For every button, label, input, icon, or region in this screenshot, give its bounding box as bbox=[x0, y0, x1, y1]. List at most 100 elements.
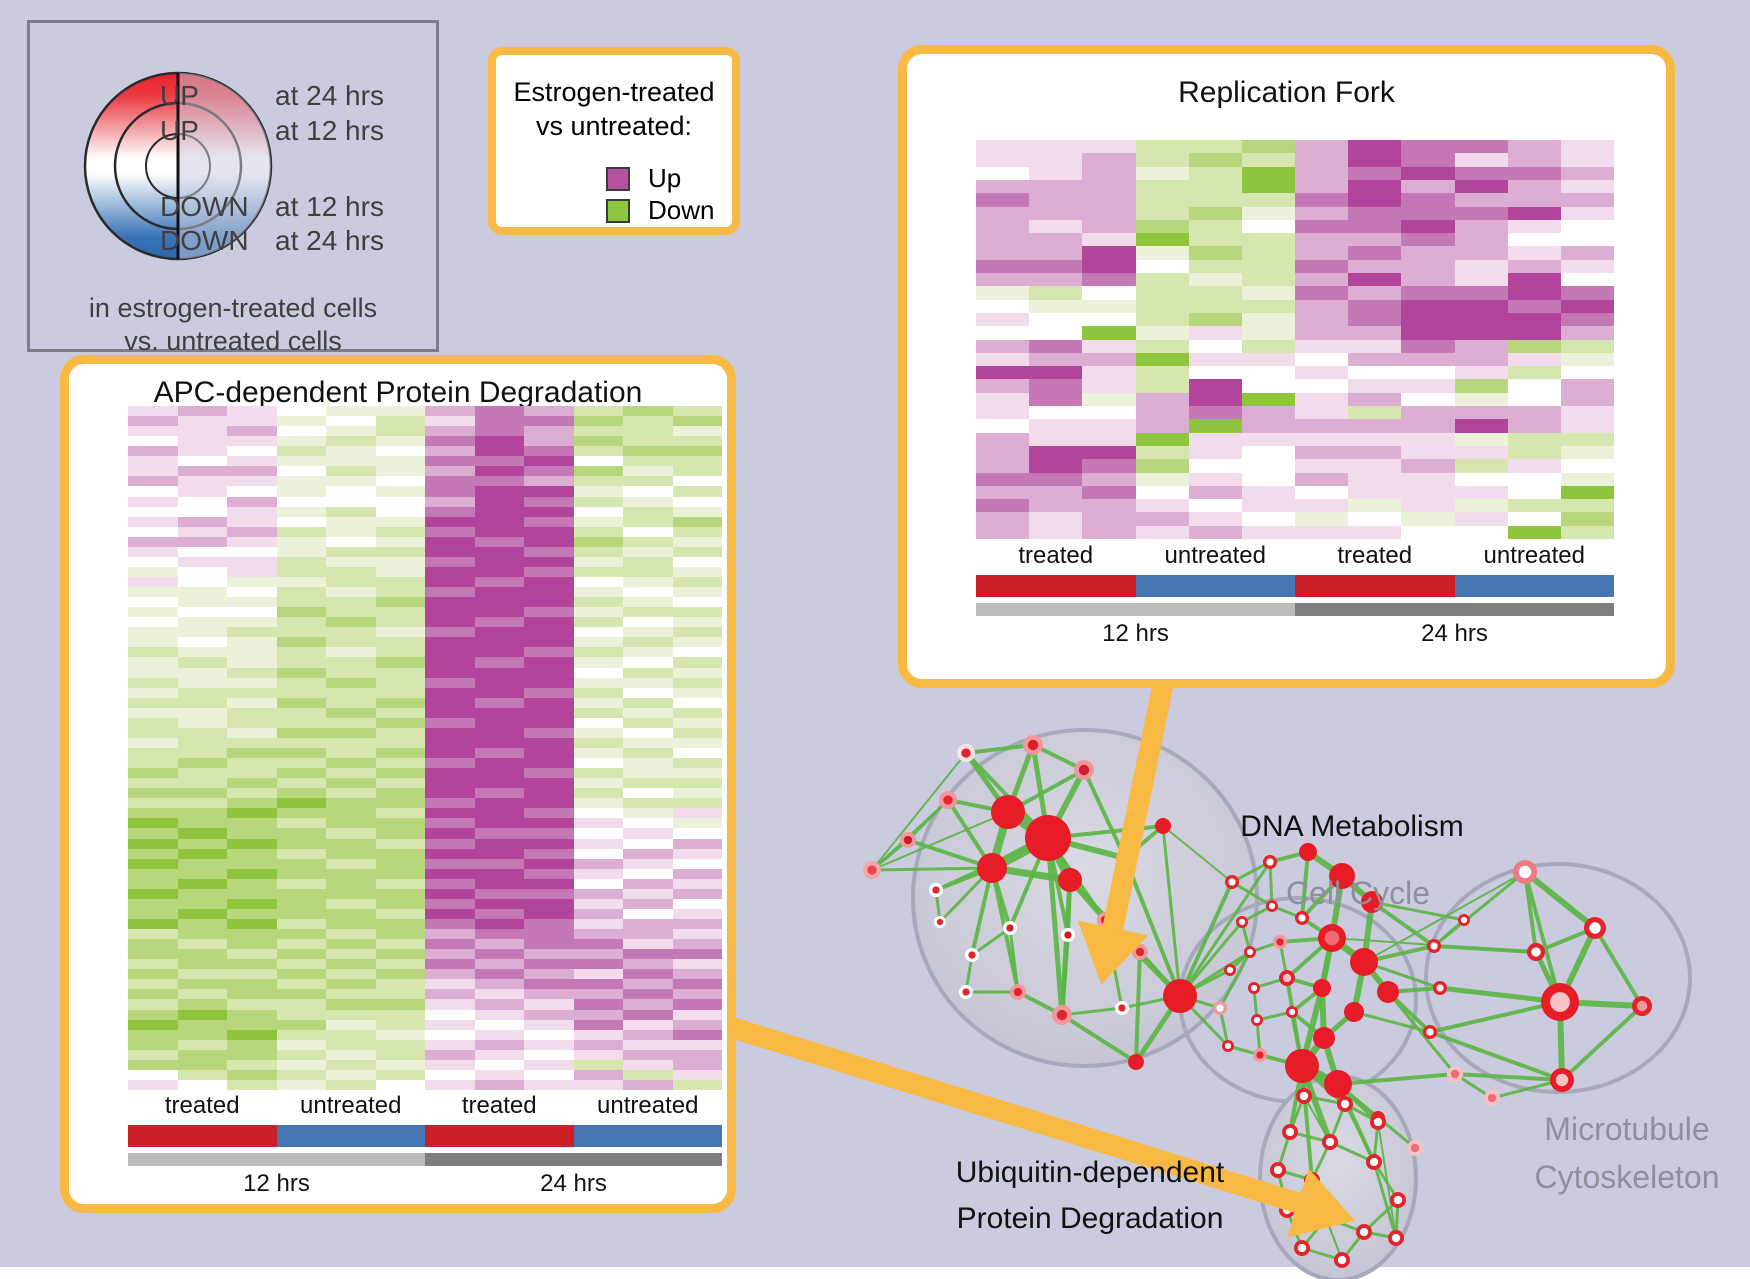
heatmap-cell bbox=[276, 1079, 326, 1090]
heatmap-cell bbox=[128, 999, 178, 1010]
heatmap-cell bbox=[672, 637, 722, 648]
heatmap-cell bbox=[326, 878, 376, 889]
heatmap-cell bbox=[573, 707, 623, 718]
heatmap-cell bbox=[1241, 166, 1295, 180]
heatmap-cell bbox=[326, 908, 376, 919]
heatmap-cell bbox=[976, 525, 1030, 539]
heatmap-cell bbox=[375, 647, 425, 658]
heatmap-cell bbox=[1029, 206, 1083, 220]
apc-time-labels: 12 hrs 24 hrs bbox=[128, 1170, 722, 1200]
heatmap-cell bbox=[227, 939, 277, 950]
heatmap-cell bbox=[1507, 206, 1561, 220]
network-edge bbox=[1490, 1078, 1564, 1100]
heatmap-cell bbox=[375, 577, 425, 588]
heatmap-cell bbox=[326, 727, 376, 738]
heatmap-cell bbox=[425, 526, 475, 537]
heatmap-cell bbox=[326, 969, 376, 980]
heatmap-cell bbox=[425, 868, 475, 879]
heatmap-cell bbox=[375, 1039, 425, 1050]
heatmap-cell bbox=[227, 758, 277, 769]
network-node-c19 bbox=[1286, 1006, 1298, 1018]
heatmap-cell bbox=[1560, 312, 1614, 327]
network-edge bbox=[1218, 950, 1252, 1010]
heatmap-cell bbox=[623, 808, 673, 819]
heatmap-cell bbox=[326, 1039, 376, 1050]
heatmap-cell bbox=[1560, 379, 1614, 393]
heatmap-cell bbox=[326, 1029, 376, 1040]
network-edge bbox=[1522, 869, 1598, 931]
heatmap-cell bbox=[177, 577, 227, 588]
network-node-d21 bbox=[1052, 1005, 1072, 1025]
heatmap-cell bbox=[128, 466, 178, 477]
network-edge bbox=[1428, 1000, 1562, 1034]
heatmap-cell bbox=[976, 179, 1030, 194]
network-node-m5 bbox=[1632, 996, 1652, 1016]
heatmap-cell bbox=[1082, 219, 1136, 234]
heatmap-cell bbox=[227, 929, 277, 940]
heatmap-cell bbox=[1401, 445, 1455, 460]
heatmap-cell bbox=[227, 778, 277, 789]
heatmap-cell bbox=[623, 778, 673, 789]
heatmap-cell bbox=[474, 426, 524, 437]
apc-time-bar bbox=[128, 1153, 722, 1166]
heatmap-cell bbox=[474, 848, 524, 859]
heatmap-cell bbox=[276, 416, 326, 427]
heatmap-cell bbox=[1348, 233, 1402, 247]
heatmap-cell bbox=[672, 536, 722, 547]
heatmap-cell bbox=[623, 959, 673, 970]
heatmap-cell bbox=[326, 436, 376, 447]
heatmap-cell bbox=[474, 627, 524, 638]
heatmap-cell bbox=[177, 939, 227, 950]
heatmap-cell bbox=[474, 748, 524, 759]
heatmap-cell bbox=[128, 426, 178, 437]
heatmap-cell bbox=[227, 436, 277, 447]
updown-legend-box: Estrogen-treated vs untreated: Up Down bbox=[488, 47, 740, 235]
heatmap-cell bbox=[1029, 525, 1083, 539]
heatmap-cell bbox=[375, 939, 425, 950]
heatmap-cell bbox=[128, 566, 178, 577]
heatmap-cell bbox=[623, 1019, 673, 1030]
heatmap-cell bbox=[672, 737, 722, 748]
heatmap-cell bbox=[128, 727, 178, 738]
network-edge bbox=[1300, 850, 1310, 920]
network-node-d14 bbox=[1003, 921, 1017, 935]
heatmap-cell bbox=[1507, 246, 1561, 260]
heatmap-cell bbox=[227, 1049, 277, 1060]
heatmap-cell bbox=[375, 687, 425, 698]
heatmap-cell bbox=[276, 536, 326, 547]
heatmap-cell bbox=[1135, 233, 1189, 247]
network-node-x3 bbox=[1423, 1025, 1437, 1039]
heatmap-cell bbox=[524, 1069, 574, 1080]
heatmap-cell bbox=[326, 768, 376, 779]
heatmap-cell bbox=[1454, 379, 1508, 393]
heatmap-cell bbox=[276, 556, 326, 567]
network-node-m7 bbox=[1458, 914, 1470, 926]
heatmap-cell bbox=[672, 788, 722, 799]
heatmap-cell bbox=[1560, 246, 1614, 260]
heatmap-cell bbox=[573, 848, 623, 859]
heatmap-cell bbox=[1507, 406, 1561, 420]
heatmap-cell bbox=[425, 607, 475, 618]
network-edge bbox=[1178, 860, 1272, 998]
heatmap-cell bbox=[1241, 445, 1295, 460]
heatmap-cell bbox=[276, 808, 326, 819]
heatmap-cell bbox=[227, 808, 277, 819]
heatmap-cell bbox=[177, 406, 227, 417]
apc-group-treated-1: treated bbox=[164, 1092, 240, 1119]
heatmap-cell bbox=[573, 1009, 623, 1020]
heatmap-cell bbox=[326, 748, 376, 759]
network-node-m2 bbox=[1584, 917, 1606, 939]
heatmap-cell bbox=[1560, 432, 1614, 446]
heatmap-cell bbox=[1135, 246, 1189, 260]
heatmap-cell bbox=[573, 416, 623, 427]
heatmap-cell bbox=[177, 979, 227, 990]
heatmap-cell bbox=[474, 788, 524, 799]
heatmap-cell bbox=[623, 929, 673, 940]
heatmap-cell bbox=[128, 768, 178, 779]
heatmap-cell bbox=[128, 436, 178, 447]
heatmap-cell bbox=[326, 677, 376, 688]
heatmap-cell bbox=[623, 496, 673, 507]
heatmap-cell bbox=[672, 496, 722, 507]
network-node-c26 bbox=[1224, 964, 1236, 976]
heatmap-cell bbox=[1560, 166, 1614, 180]
